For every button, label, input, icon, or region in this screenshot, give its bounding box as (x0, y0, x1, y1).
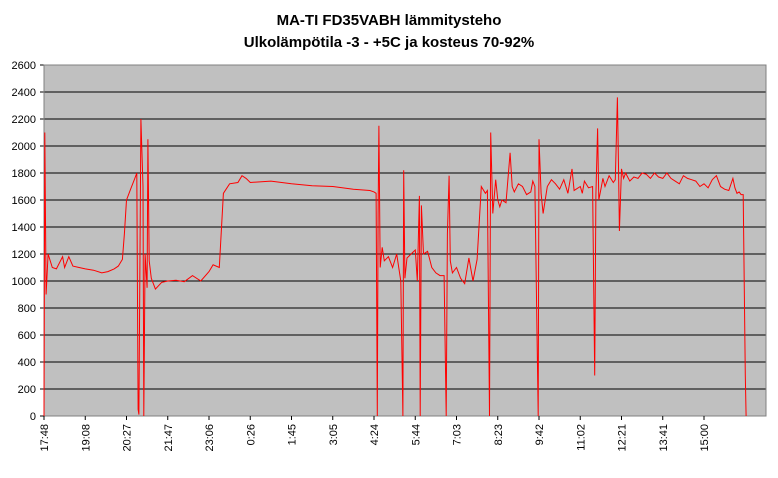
y-tick-label: 400 (18, 357, 36, 369)
y-tick-label: 2200 (12, 114, 36, 126)
y-tick-label: 1600 (12, 195, 36, 207)
x-tick-label: 12:21 (617, 424, 629, 452)
y-tick-label: 1400 (12, 222, 36, 234)
x-tick-label: 23:06 (204, 424, 216, 452)
y-tick-label: 2400 (12, 87, 36, 99)
x-tick-label: 7:03 (452, 424, 464, 445)
x-tick-label: 3:05 (328, 424, 340, 445)
x-tick-label: 20:27 (122, 424, 134, 452)
y-tick-label: 2000 (12, 141, 36, 153)
y-tick-label: 1800 (12, 168, 36, 180)
y-tick-label: 2600 (12, 60, 36, 72)
x-tick-label: 4:24 (369, 424, 381, 445)
series-line (43, 97, 747, 417)
x-tick-label: 9:42 (534, 424, 546, 445)
x-tick-label: 0:26 (245, 424, 257, 445)
x-tick-label: 13:41 (658, 424, 670, 452)
x-tick-label: 8:23 (493, 424, 505, 445)
y-tick-label: 200 (18, 384, 36, 396)
y-tick-label: 800 (18, 303, 36, 315)
x-tick-label: 17:48 (39, 424, 51, 452)
y-tick-label: 600 (18, 330, 36, 342)
x-tick-label: 21:47 (163, 424, 175, 452)
x-tick-label: 11:02 (575, 424, 587, 451)
chart-title: MA-TI FD35VABH lämmitysteho (276, 12, 502, 29)
chart-subtitle: Ulkolämpötila -3 - +5C ja kosteus 70-92% (243, 34, 535, 51)
x-tick-label: 5:44 (410, 424, 422, 445)
plot-area (44, 65, 766, 416)
y-tick-label: 1200 (12, 249, 36, 261)
x-tick-label: 1:45 (287, 424, 299, 445)
x-tick-label: 15:00 (699, 424, 711, 452)
y-tick-label: 1000 (12, 276, 36, 288)
y-tick-label: 0 (30, 411, 36, 423)
x-tick-label: 19:08 (80, 424, 92, 452)
